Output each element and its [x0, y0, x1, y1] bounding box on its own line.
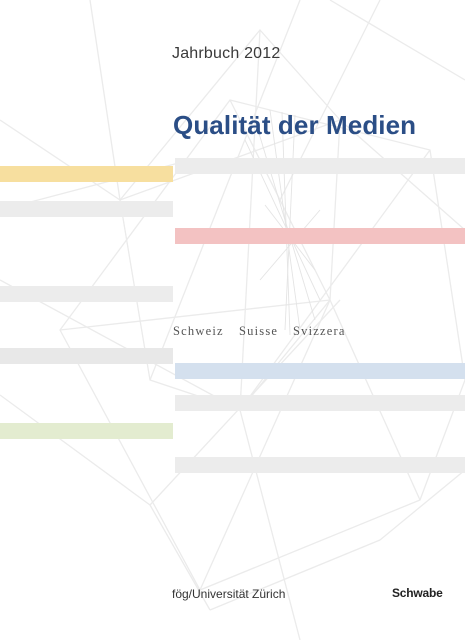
stripe-gray-1: [175, 158, 465, 174]
book-title: Qualität der Medien: [173, 110, 417, 140]
country-name-italian: Svizzera: [293, 324, 346, 338]
stripe-gray-6: [175, 457, 465, 473]
stripe-yellow: [0, 166, 173, 182]
stripe-blue: [175, 363, 465, 379]
yearbook-label: Jahrbuch 2012: [172, 45, 281, 62]
country-name-german: Schweiz: [173, 324, 224, 338]
stripe-gray-2: [0, 201, 173, 217]
stripe-gray-5: [175, 395, 465, 411]
country-name-french: Suisse: [239, 324, 279, 338]
publisher-label: fög/Universität Zürich: [172, 587, 286, 601]
stripe-gray-4: [0, 348, 173, 364]
stripe-green: [0, 423, 173, 439]
imprint-logo: Schwabe: [392, 586, 443, 600]
stripe-red: [175, 228, 465, 244]
stripe-gray-3: [0, 286, 173, 302]
